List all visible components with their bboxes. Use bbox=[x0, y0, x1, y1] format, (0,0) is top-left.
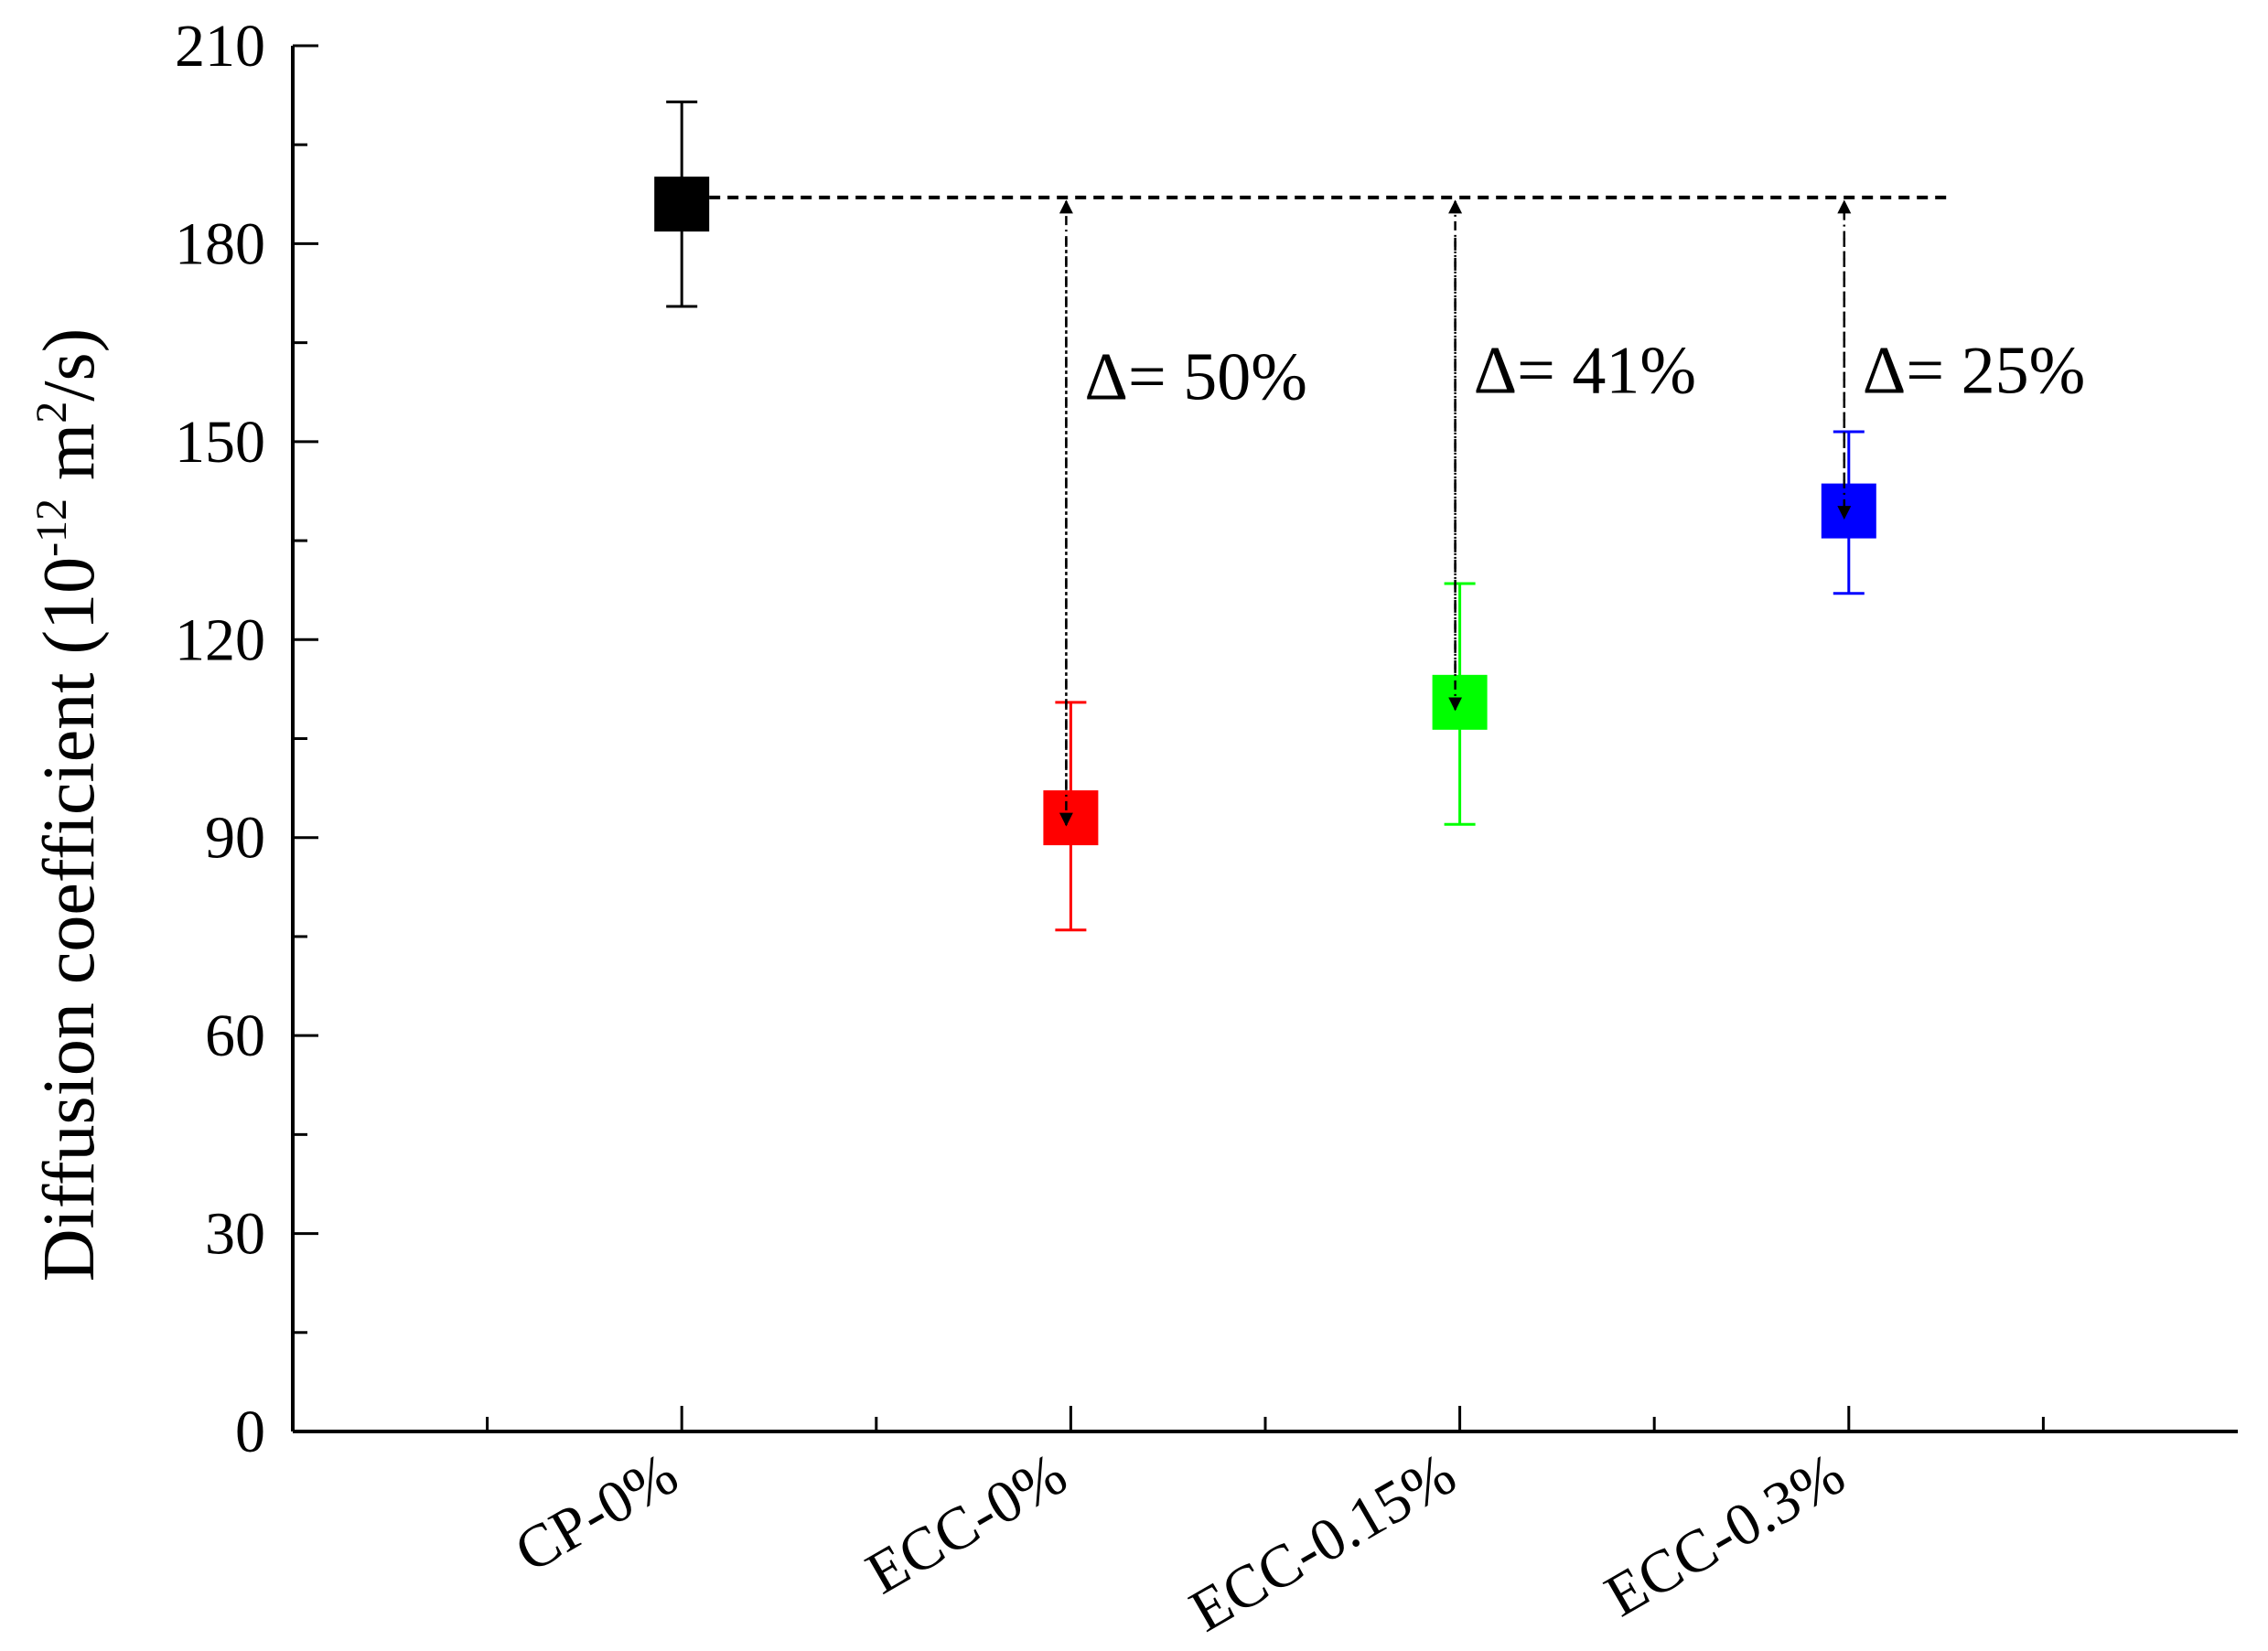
y-tick-label: 120 bbox=[175, 606, 265, 673]
y-axis-label-exponent: -12 bbox=[27, 499, 76, 557]
y-tick-label: 150 bbox=[175, 409, 265, 476]
data-markers bbox=[654, 177, 1876, 846]
x-tick-label: CP-0% bbox=[504, 1441, 689, 1586]
y-tick-label: 210 bbox=[175, 13, 265, 80]
y-axis-label: Diffusion coefficient (10-12 m2/s) bbox=[27, 328, 110, 1282]
annotations: Δ= 50% Δ= 41% Δ= 25% bbox=[1059, 199, 2085, 827]
delta-label: Δ= 50% bbox=[1084, 340, 1306, 415]
y-tick-label: 30 bbox=[205, 1201, 265, 1268]
x-tick-label: ECC-0% bbox=[855, 1441, 1078, 1607]
data-marker bbox=[1821, 483, 1876, 539]
axes bbox=[291, 44, 2238, 1433]
error-bars bbox=[666, 100, 1865, 932]
delta-label: Δ= 25% bbox=[1863, 334, 2085, 409]
x-tick-label: ECC-0.15% bbox=[1179, 1441, 1467, 1646]
delta-label: Δ= 41% bbox=[1474, 334, 1696, 409]
data-marker bbox=[1043, 790, 1099, 846]
data-marker bbox=[654, 177, 710, 232]
y-axis-label-exponent2: 2 bbox=[27, 402, 76, 423]
x-tick-label: ECC-0.3% bbox=[1595, 1441, 1856, 1630]
y-axis-label-prefix: Diffusion coefficient (10 bbox=[29, 557, 110, 1281]
data-marker bbox=[1432, 674, 1488, 730]
y-tick-labels: 0 30 60 90 120 150 180 210 bbox=[175, 13, 265, 1465]
y-tick-label: 90 bbox=[205, 805, 265, 872]
y-axis-label-middle: m bbox=[29, 423, 110, 499]
y-tick-label: 60 bbox=[205, 1002, 265, 1069]
x-tick-labels: CP-0% ECC-0% ECC-0.15% ECC-0.3% bbox=[504, 1441, 1855, 1646]
y-axis-label-suffix: /s) bbox=[29, 328, 110, 402]
y-tick-label: 0 bbox=[235, 1399, 265, 1465]
y-tick-label: 180 bbox=[175, 210, 265, 277]
